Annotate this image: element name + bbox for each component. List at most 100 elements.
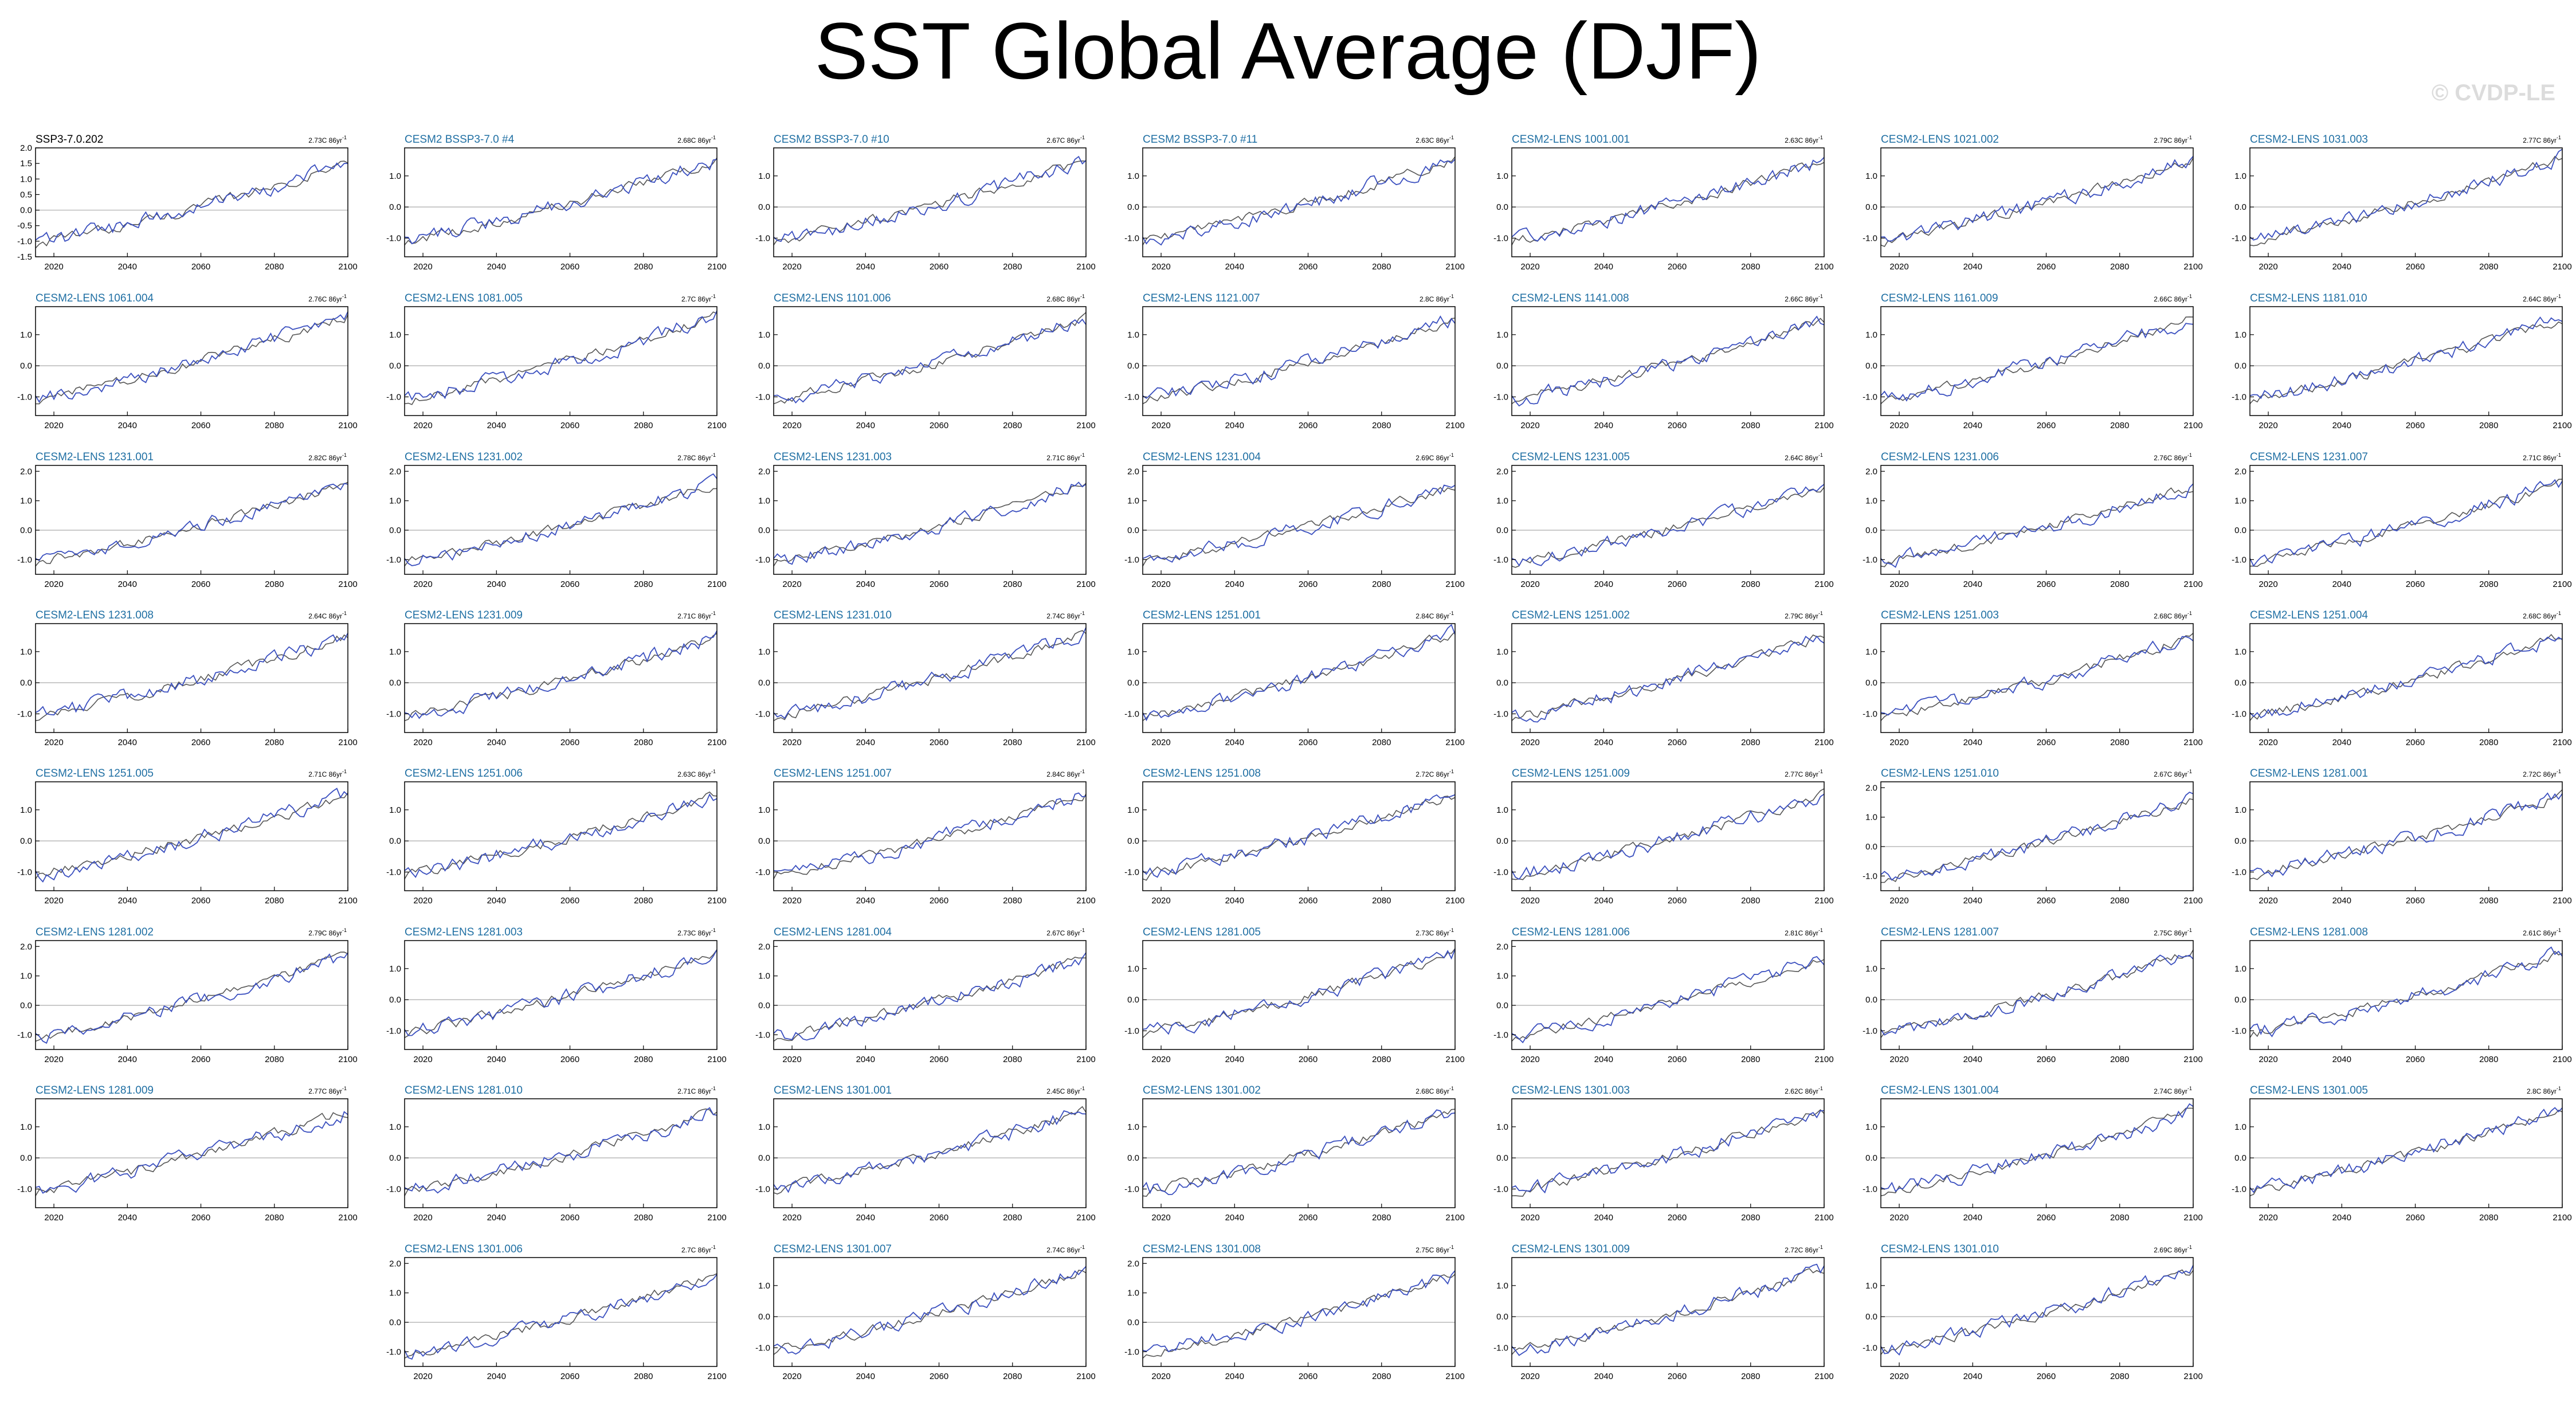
y-tick-label: 0.5 [20,190,32,199]
panel-22: CESM2-LENS 1231.008 2.64C 86yr-1 1.0 0.0 -1.… [17,609,358,747]
x-tick-label: 2040 [856,579,875,589]
x-tick-label: 2020 [413,1372,432,1381]
x-tick-label: 2040 [1963,579,1982,589]
y-tick-label: 2.0 [20,143,32,153]
panel-27: CESM2-LENS 1251.003 2.68C 86yr-1 1.0 0.0 -1.… [1863,609,2203,747]
member-line [404,159,717,245]
member-line [1511,955,1825,1044]
y-tick-label: 0.0 [20,1001,32,1011]
x-tick-label: 2020 [782,1055,801,1064]
ensemble-mean-line [1142,631,1456,722]
plot-frame [1511,781,1825,891]
y-tick-label: -1.0 [1493,867,1508,877]
panel-37: CESM2-LENS 1281.003 2.73C 86yr-1 1.0 0.0 -1.… [386,926,727,1064]
x-tick-label: 2040 [118,738,137,747]
y-tick-label: 0.0 [1127,678,1139,688]
member-line [773,1110,1087,1193]
panel-title: CESM2 BSSP3-7.0 #4 [405,134,515,146]
y-tick-label: 1.0 [1865,496,1877,506]
ensemble-mean-line [35,1112,348,1196]
x-tick-label: 2100 [1445,262,1464,272]
x-tick-label: 2020 [413,1213,432,1223]
x-tick-label: 2080 [634,1213,653,1223]
y-tick-label: -1.0 [1493,709,1508,719]
y-tick-label: 0.0 [758,526,770,535]
x-tick-label: 2100 [2553,1055,2571,1064]
x-tick-label: 2100 [2553,579,2571,589]
y-tick-label: 1.0 [20,647,32,657]
panel-46: CESM2-LENS 1301.002 2.68C 86yr-1 1.0 0.0 -1.… [1124,1084,1465,1223]
y-tick-label: 0.0 [20,526,32,535]
y-tick-label: -1.0 [1863,1343,1877,1353]
x-tick-label: 2080 [265,421,284,430]
y-tick-label: 0.0 [389,836,401,846]
ensemble-mean-line [404,158,717,245]
x-tick-label: 2020 [1151,262,1170,272]
y-tick-label: 0.0 [1496,526,1508,535]
ensemble-mean-line [1880,316,2194,405]
panel-title: CESM2-LENS 1101.006 [774,292,891,304]
y-tick-label: 2.0 [1865,783,1877,793]
member-line [1511,1110,1825,1194]
x-tick-label: 2040 [2332,421,2351,430]
x-tick-label: 2080 [634,421,653,430]
plot-frame [1511,1257,1825,1367]
x-tick-label: 2100 [707,421,726,430]
panel-trend-label: 2.64C 86yr-1 [1785,452,1823,462]
x-tick-label: 2100 [707,896,726,906]
y-tick-label: -1.0 [755,709,770,719]
panel-34: CESM2-LENS 1251.010 2.67C 86yr-1 2.0 1.0 0.0… [1863,767,2203,906]
panel-trend-label: 2.71C 86yr-1 [308,769,347,778]
x-tick-label: 2040 [1963,1055,1982,1064]
panel-28: CESM2-LENS 1251.004 2.68C 86yr-1 1.0 0.0 -1.… [2232,609,2572,747]
y-tick-label: -1.0 [1863,555,1877,565]
page-title: SST Global Average (DJF) [814,6,1762,96]
x-tick-label: 2060 [2406,896,2425,906]
x-tick-label: 2040 [487,1213,506,1223]
ensemble-mean-line [2249,1110,2563,1197]
member-line [35,1111,348,1194]
member-line [1511,315,1825,407]
x-tick-label: 2040 [2332,738,2351,747]
panel-24: CESM2-LENS 1231.010 2.74C 86yr-1 1.0 0.0 -1.… [755,609,1096,747]
y-tick-label: -1.0 [1493,392,1508,402]
member-line [404,1274,717,1360]
x-tick-label: 2060 [1299,896,1318,906]
y-tick-label: -1.0 [17,709,32,719]
member-line [773,1266,1087,1355]
y-tick-label: -1.0 [1493,233,1508,243]
panel-trend-label: 2.67C 86yr-1 [1046,927,1085,937]
x-tick-label: 2060 [930,738,948,747]
x-tick-label: 2020 [782,262,801,272]
y-tick-label: -1.0 [17,867,32,877]
panel-title: CESM2-LENS 1281.003 [405,926,523,938]
member-line [773,792,1087,872]
panel-title: CESM2-LENS 1161.009 [1881,292,1998,304]
panel-16: CESM2-LENS 1231.002 2.78C 86yr-1 2.0 1.0 0.0… [386,451,727,589]
x-tick-label: 2040 [118,1055,137,1064]
panel-39: CESM2-LENS 1281.005 2.73C 86yr-1 1.0 0.0 -1.… [1124,926,1465,1064]
ensemble-mean-line [404,633,717,722]
x-tick-label: 2100 [2183,1055,2202,1064]
y-tick-label: 0.0 [20,361,32,371]
y-tick-label: -1.0 [755,1343,770,1353]
panel-44: CESM2-LENS 1281.010 2.71C 86yr-1 1.0 0.0 -1.… [386,1084,727,1223]
x-tick-label: 2080 [2110,579,2129,589]
plot-frame [404,465,717,575]
panel-trend-label: 2.76C 86yr-1 [2154,452,2192,462]
panel-36: CESM2-LENS 1281.002 2.79C 86yr-1 2.0 1.0 0.0… [17,926,358,1064]
plot-frame [773,623,1087,733]
x-tick-label: 2100 [2183,1372,2202,1381]
y-tick-label: 1.0 [1127,1122,1139,1132]
member-line [1880,323,2194,402]
x-tick-label: 2040 [1225,1372,1244,1381]
x-tick-label: 2040 [118,1213,137,1223]
x-tick-label: 2100 [707,1372,726,1381]
y-tick-label: 2.0 [389,467,401,476]
x-tick-label: 2080 [2479,1055,2498,1064]
y-tick-label: 0.0 [20,836,32,846]
panel-title: CESM2-LENS 1231.003 [774,451,892,463]
x-tick-label: 2060 [2037,262,2056,272]
x-tick-label: 2020 [1520,421,1539,430]
x-tick-label: 2080 [265,1055,284,1064]
